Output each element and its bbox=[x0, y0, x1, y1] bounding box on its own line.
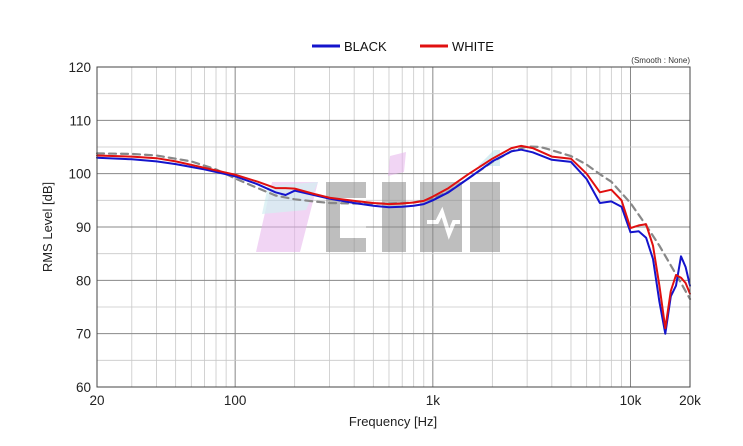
series-lines bbox=[95, 144, 692, 335]
watermark-block-4 bbox=[470, 182, 500, 252]
y-axis-title: RMS Level [dB] bbox=[40, 182, 55, 272]
watermark-wave bbox=[427, 206, 460, 240]
tick-labels: 20 100 1k 10k 20k 60 70 80 90 100 110 120 bbox=[68, 60, 701, 408]
watermark-dot-teal bbox=[478, 150, 500, 166]
watermark-block-2 bbox=[382, 182, 406, 252]
x-tick-label: 100 bbox=[224, 393, 247, 408]
x-tick-label: 10k bbox=[620, 393, 642, 408]
y-tick-label: 120 bbox=[68, 60, 91, 75]
y-tick-label: 70 bbox=[76, 327, 91, 342]
legend-label-white: WHITE bbox=[452, 39, 494, 54]
legend: BLACK WHITE bbox=[312, 39, 494, 54]
plot-frame bbox=[96, 66, 691, 388]
legend-label-black: BLACK bbox=[344, 39, 387, 54]
x-tick-label: 1k bbox=[426, 393, 441, 408]
y-tick-label: 110 bbox=[69, 113, 91, 128]
y-tick-label: 90 bbox=[76, 220, 91, 235]
watermark-shape-left-teal bbox=[262, 182, 318, 214]
y-tick-label: 80 bbox=[76, 273, 91, 288]
smooth-note: (Smooth : None) bbox=[631, 56, 690, 65]
y-tick-label: 60 bbox=[76, 380, 91, 395]
x-tick-label: 20 bbox=[89, 393, 104, 408]
series-line-black bbox=[96, 148, 691, 335]
series-line-white bbox=[96, 144, 691, 330]
watermark-dot bbox=[388, 152, 406, 176]
x-axis-title: Frequency [Hz] bbox=[349, 414, 437, 429]
watermark bbox=[256, 150, 500, 252]
watermark-shape-left bbox=[256, 182, 318, 252]
x-tick-label: 20k bbox=[679, 393, 701, 408]
y-tick-label: 100 bbox=[68, 167, 91, 182]
